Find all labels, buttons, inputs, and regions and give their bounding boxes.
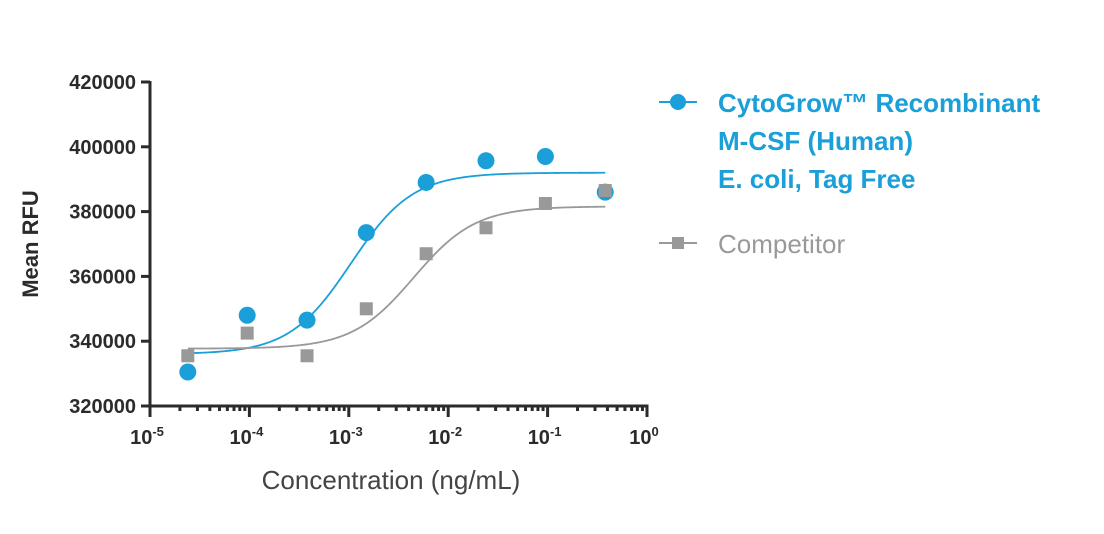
fit-curves bbox=[187, 171, 606, 355]
y-axis-label: Mean RFU bbox=[18, 190, 43, 298]
y-tick-label: 360000 bbox=[69, 266, 136, 288]
data-point-square bbox=[300, 349, 314, 363]
data-point-square bbox=[181, 349, 195, 363]
x-tick-label: 10-2 bbox=[428, 424, 462, 449]
data-point-square bbox=[359, 302, 373, 316]
tick-labels: 320000 340000 360000 380000 400000 420000 10-5… bbox=[69, 72, 658, 449]
data-point-square bbox=[240, 326, 254, 340]
data-point-circle bbox=[238, 306, 256, 324]
y-tick-label: 400000 bbox=[69, 137, 136, 159]
x-tick-label: 100 bbox=[629, 424, 658, 449]
data-point-circle bbox=[417, 173, 435, 191]
x-tick-label: 10-5 bbox=[130, 424, 164, 449]
x-tick-label: 10-1 bbox=[528, 424, 562, 449]
data-point-circle bbox=[536, 148, 554, 166]
data-point-square bbox=[419, 247, 433, 261]
data-point-circle bbox=[298, 311, 316, 329]
legend: CytoGrow™ Recombinant M-CSF (Human) E. col… bbox=[659, 88, 1040, 259]
x-tick-label: 10-4 bbox=[229, 424, 264, 449]
fit-curve-1 bbox=[187, 171, 606, 355]
y-tick-label: 420000 bbox=[69, 72, 136, 94]
data-point-circle bbox=[179, 363, 197, 381]
legend-label: M-CSF (Human) bbox=[718, 126, 913, 156]
legend-label: CytoGrow™ Recombinant bbox=[718, 88, 1040, 118]
y-tick-label: 380000 bbox=[69, 202, 136, 224]
y-tick-label: 320000 bbox=[69, 396, 136, 418]
data-point-square bbox=[598, 184, 612, 198]
data-point-square bbox=[479, 221, 493, 235]
legend-label: Competitor bbox=[718, 229, 845, 259]
data-point-square bbox=[538, 197, 552, 210]
legend-marker-circle bbox=[670, 94, 686, 110]
x-tick-label: 10-3 bbox=[329, 424, 363, 449]
y-tick-label: 340000 bbox=[69, 331, 136, 353]
x-axis-label: Concentration (ng/mL) bbox=[262, 465, 521, 495]
data-point-circle bbox=[477, 152, 495, 170]
legend-label: E. coli, Tag Free bbox=[718, 164, 915, 194]
legend-marker-square bbox=[672, 237, 684, 249]
fit-curve-2 bbox=[187, 205, 606, 350]
axes bbox=[141, 80, 649, 417]
data-point-circle bbox=[357, 224, 375, 242]
data-points bbox=[179, 148, 614, 381]
